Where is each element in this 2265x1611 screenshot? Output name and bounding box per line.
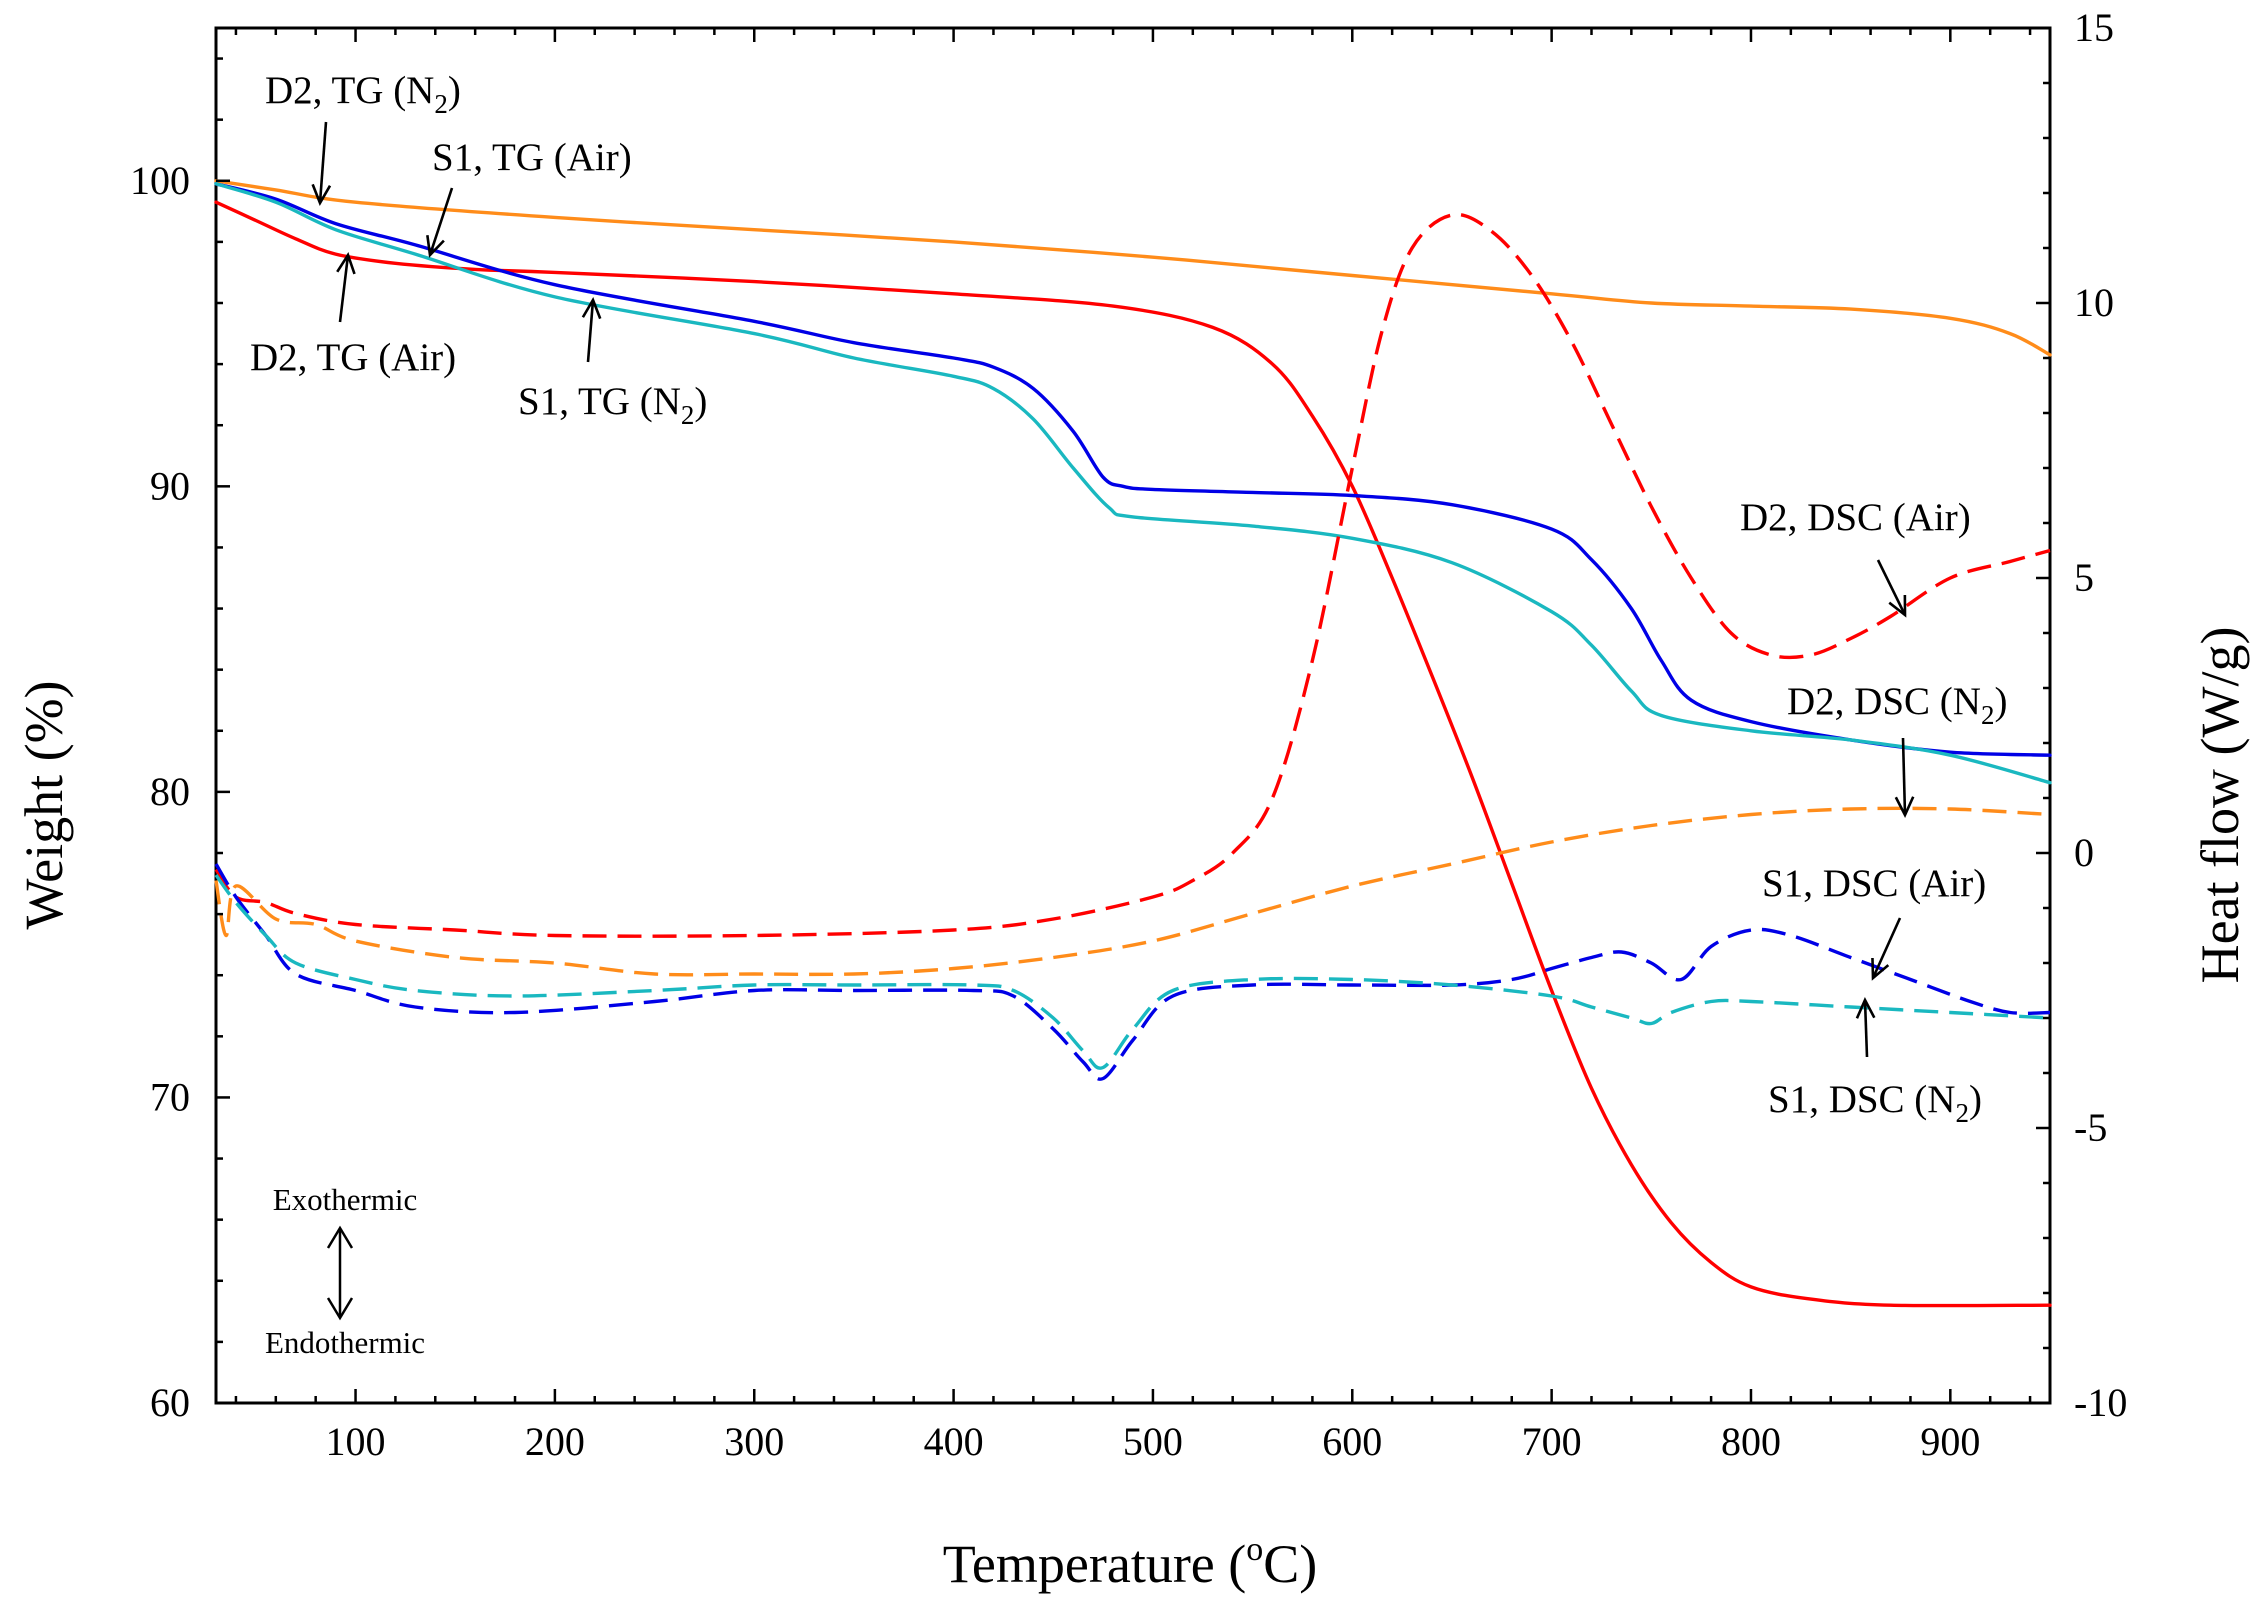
plot-area-border: [214, 26, 2052, 1405]
annotation-arrowhead-d2-tg-n2: [311, 183, 332, 206]
x-tick-label: 800: [1721, 1419, 1781, 1464]
annotation-s1-tg-n2: S1, TG (N2): [518, 380, 707, 430]
annotation-s1-tg-air: S1, TG (Air): [432, 136, 632, 179]
y-right-tick-label: 10: [2074, 280, 2114, 325]
series-layer: [214, 179, 2052, 1308]
series-line-d2-tg-air: [214, 200, 2052, 1308]
y-right-tick-label: -5: [2074, 1105, 2107, 1150]
x-tick-label: 400: [924, 1419, 984, 1464]
annotation-arrow-d2-dsc-air: [1876, 559, 1907, 616]
plot-frame: [214, 26, 2052, 1405]
x-tick-label: 500: [1123, 1419, 1183, 1464]
x-tick-label: 900: [1920, 1419, 1980, 1464]
y-left-axis-title: Weight (%): [14, 680, 74, 929]
annotation-s1-dsc-air: S1, DSC (Air): [1762, 862, 1986, 905]
y-left-tick-label: 60: [150, 1380, 190, 1425]
series-line-d2-dsc-n2: [214, 806, 2051, 977]
x-tick-label: 200: [525, 1419, 585, 1464]
annotation-d2-dsc-air: D2, DSC (Air): [1740, 496, 1971, 539]
series-line-s1-dsc-air: [214, 863, 2051, 1081]
degree-superscript: o: [1246, 1531, 1263, 1568]
exo-endo-double-arrow: [326, 1225, 354, 1321]
annotation-arrowhead-s1-tg-n2: [581, 297, 602, 320]
x-tick-label: 100: [326, 1419, 386, 1464]
annotation-arrowhead-s1-tg-air: [426, 235, 445, 258]
x-tick-label: 600: [1322, 1419, 1382, 1464]
y-left-tick-label: 90: [150, 463, 190, 508]
y-left-tick-label: 70: [150, 1074, 190, 1119]
y-left-tick-label: 80: [150, 769, 190, 814]
annotation-arrowhead-s1-dsc-n2: [1855, 997, 1876, 1019]
endothermic-label: Endothermic: [265, 1325, 425, 1360]
annotation-arrow-d2-dsc-n2: [1901, 737, 1907, 816]
series-line-s1-tg-air: [214, 182, 2052, 757]
ticks-layer: 100 200 300 400 500 600 700 800 90060708090100-1…: [130, 5, 2127, 1464]
exothermic-label: Exothermic: [273, 1182, 418, 1217]
y-right-tick-label: 15: [2074, 5, 2114, 50]
annotation-arrow-s1-tg-air: [428, 187, 454, 256]
annotation-arrow-s1-dsc-n2: [1863, 999, 1869, 1058]
annotation-arrowhead-s1-dsc-air: [1871, 957, 1890, 981]
x-tick-label: 300: [724, 1419, 784, 1464]
annotations-layer: D2, TG (N2) S1, TG (Air) D2, TG (Air) S1, T…: [250, 69, 2007, 1128]
y-left-tick-label: 100: [130, 158, 190, 203]
annotation-d2-tg-n2: D2, TG (N2): [265, 69, 461, 119]
annotation-arrow-s1-tg-n2: [586, 299, 595, 363]
series-line-s1-tg-n2: [214, 182, 2052, 785]
series-line-d2-dsc-air: [214, 212, 2051, 938]
x-tick-label: 700: [1522, 1419, 1582, 1464]
annotation-arrow-d2-tg-air: [338, 254, 350, 323]
annotation-arrowhead-d2-dsc-n2: [1894, 796, 1915, 818]
annotation-arrowhead-d2-tg-air: [336, 252, 356, 275]
annotation-arrow-s1-dsc-air: [1871, 917, 1902, 979]
series-line-s1-dsc-n2: [214, 874, 2051, 1070]
annotation-d2-tg-air: D2, TG (Air): [250, 336, 456, 379]
y-right-tick-label: -10: [2074, 1380, 2127, 1425]
y-right-tick-label: 0: [2074, 830, 2094, 875]
y-right-tick-label: 5: [2074, 555, 2094, 600]
series-line-d2-tg-n2: [214, 179, 2052, 357]
y-right-axis-title: Heat flow (W/g): [2190, 627, 2250, 984]
annotation-s1-dsc-n2: S1, DSC (N2): [1768, 1078, 1982, 1128]
x-axis-title: Temperature (oC): [943, 1531, 1318, 1594]
annotation-arrowhead-d2-dsc-air: [1888, 594, 1907, 618]
annotation-arrow-d2-tg-n2: [318, 121, 328, 204]
annotation-d2-dsc-n2: D2, DSC (N2): [1787, 680, 2007, 730]
